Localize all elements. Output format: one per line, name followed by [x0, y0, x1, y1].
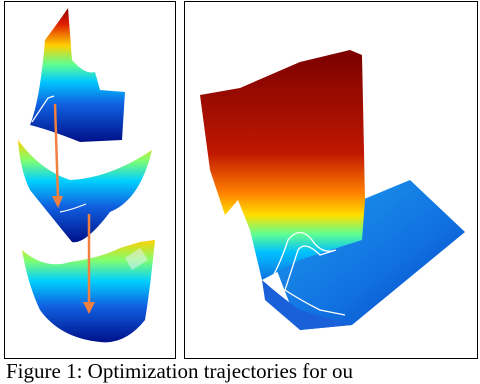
right-panel [184, 1, 478, 359]
arrow-head [52, 196, 63, 208]
arrow [53, 103, 60, 199]
surface [30, 8, 125, 142]
left-panel [4, 1, 176, 359]
surface-plane [265, 180, 465, 330]
caption: Figure 1: Optimization trajectories for … [6, 359, 353, 383]
surface-wall [200, 50, 365, 280]
arrow-head [83, 302, 95, 314]
trajectory [59, 203, 87, 213]
surface [18, 140, 152, 243]
trajectory [31, 95, 55, 123]
surface-base [262, 280, 352, 330]
surface-fold [125, 248, 148, 270]
trajectory [267, 231, 346, 316]
